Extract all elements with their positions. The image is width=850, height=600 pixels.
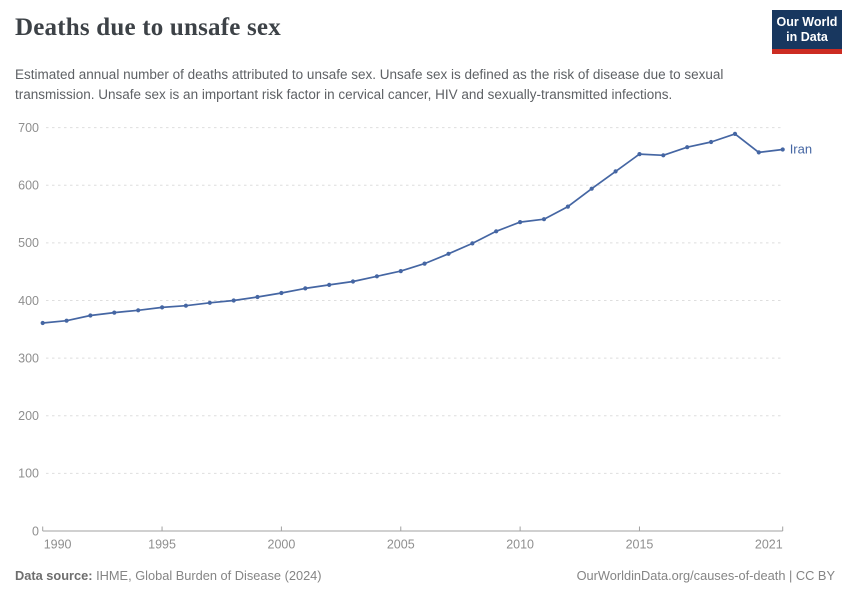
y-tick-label: 400	[18, 294, 39, 308]
y-tick-label: 0	[32, 524, 39, 538]
x-tick-label: 2010	[506, 538, 534, 552]
data-point[interactable]	[303, 286, 308, 291]
data-point[interactable]	[255, 294, 260, 300]
y-tick-label: 700	[18, 121, 39, 135]
data-point[interactable]	[446, 251, 451, 256]
x-tick-label: 2005	[387, 538, 415, 552]
data-point[interactable]	[709, 139, 714, 145]
y-tick-label: 500	[18, 236, 39, 250]
data-point[interactable]	[231, 298, 236, 303]
x-tick-label: 1990	[44, 538, 72, 552]
x-tick-label: 1995	[148, 538, 176, 552]
data-point[interactable]	[756, 150, 761, 155]
credit-link[interactable]: OurWorldinData.org/causes-of-death | CC …	[576, 568, 835, 583]
data-point[interactable]	[780, 147, 785, 152]
data-source-text: IHME, Global Burden of Disease (2024)	[92, 568, 322, 583]
data-point[interactable]	[637, 152, 642, 157]
data-point[interactable]	[374, 274, 379, 279]
data-point[interactable]	[732, 131, 738, 136]
data-source-label: Data source:	[15, 568, 93, 583]
data-point[interactable]	[589, 186, 594, 191]
data-point[interactable]	[40, 320, 45, 326]
data-point[interactable]	[398, 269, 403, 274]
data-point[interactable]	[136, 308, 141, 313]
data-point[interactable]	[350, 279, 356, 284]
x-tick-label: 2021	[755, 538, 783, 552]
data-point[interactable]	[112, 310, 117, 315]
x-tick-label: 2000	[268, 538, 296, 552]
data-point[interactable]	[565, 204, 571, 209]
owid-logo-line1: Our World	[776, 15, 838, 29]
x-tick-label: 2015	[626, 538, 654, 552]
data-point[interactable]	[183, 303, 188, 308]
chart-footer: Data source: IHME, Global Burden of Dise…	[15, 567, 835, 584]
data-point[interactable]	[470, 241, 475, 246]
y-tick-label: 200	[18, 409, 39, 423]
trend-line[interactable]	[41, 133, 784, 324]
y-tick-label: 100	[18, 467, 39, 481]
data-point[interactable]	[279, 290, 284, 296]
owid-logo-line2: in Data	[786, 30, 828, 44]
data-point[interactable]	[541, 217, 547, 222]
data-point[interactable]	[661, 153, 666, 158]
data-point[interactable]	[494, 229, 499, 234]
data-source: Data source: IHME, Global Burden of Dise…	[15, 567, 322, 584]
chart-subtitle: Estimated annual number of deaths attrib…	[15, 66, 724, 102]
data-point[interactable]	[613, 169, 618, 174]
owid-logo[interactable]: Our World in Data	[772, 10, 842, 54]
entity-label[interactable]: Iran	[790, 142, 812, 157]
data-point[interactable]	[88, 313, 93, 318]
data-point[interactable]	[64, 318, 69, 323]
data-point[interactable]	[685, 145, 690, 150]
data-point[interactable]	[518, 220, 523, 225]
data-point[interactable]	[327, 282, 332, 287]
y-tick-label: 300	[18, 351, 39, 365]
data-point[interactable]	[207, 300, 212, 305]
page-title: Deaths due to unsafe sex	[15, 14, 281, 41]
y-tick-label: 600	[18, 179, 39, 193]
data-point[interactable]	[160, 305, 165, 310]
data-point[interactable]	[422, 261, 427, 266]
